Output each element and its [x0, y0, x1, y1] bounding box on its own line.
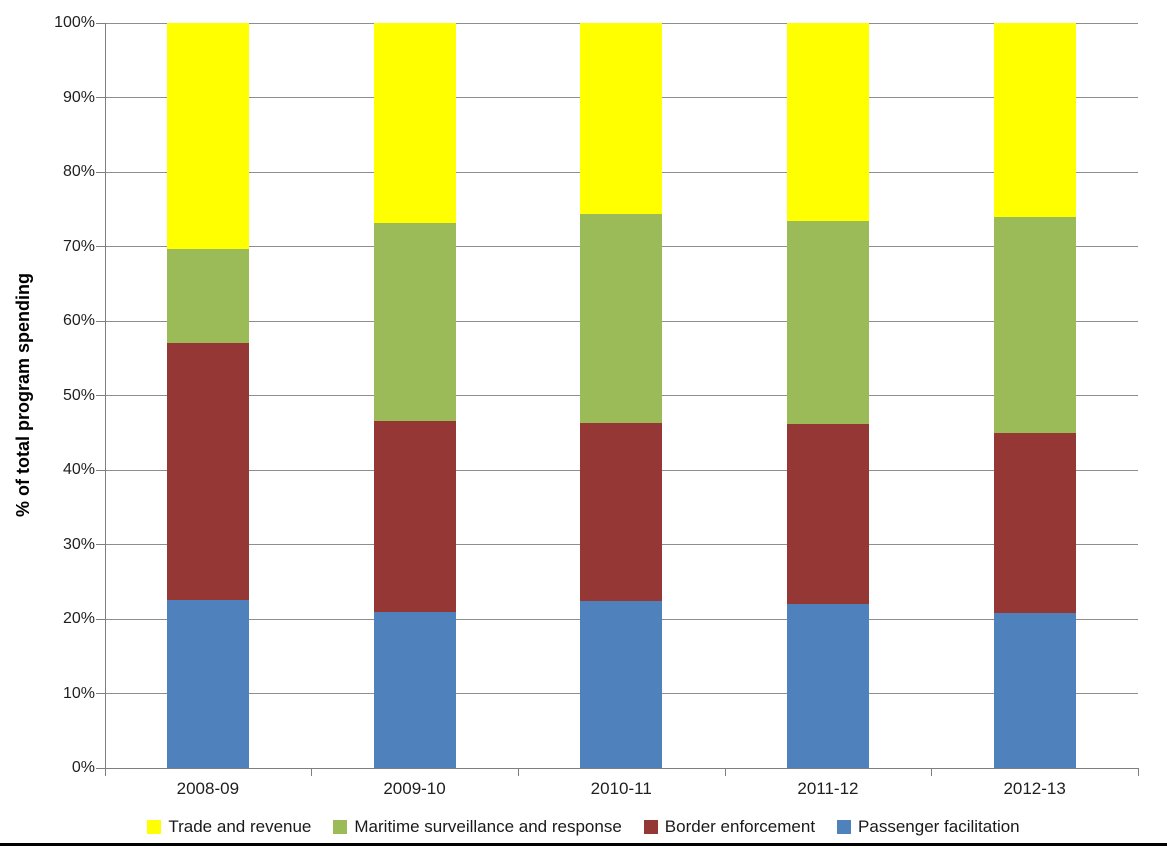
y-axis-tick	[95, 618, 105, 620]
y-axis-tick	[95, 767, 105, 769]
bar-2008-09-maritime-surveillance-and-response	[166, 248, 249, 344]
bar-2012-13-border-enforcement	[993, 432, 1076, 614]
x-tick-label: 2009-10	[383, 779, 446, 798]
y-tick-label: 40%	[62, 461, 95, 478]
bar-2010-11-trade-and-revenue	[580, 23, 663, 215]
y-axis-tick	[95, 469, 105, 471]
legend-item-maritime-surveillance-and-response: Maritime surveillance and response	[333, 817, 622, 837]
bar-2011-12-maritime-surveillance-and-response	[786, 221, 869, 424]
bar-2008-09-trade-and-revenue	[166, 23, 249, 249]
y-axis-tick	[95, 693, 105, 694]
y-tick-label: 80%	[62, 163, 95, 180]
x-tick-label: 2011-12	[797, 779, 859, 798]
y-axis-tick	[95, 544, 105, 545]
legend-item-border-enforcement: Border enforcement	[643, 817, 816, 837]
bar-2012-13-passenger-facilitation	[993, 613, 1076, 768]
bottom-border-rule	[0, 843, 1167, 846]
bar-2008-09-border-enforcement	[166, 343, 249, 601]
legend-item-trade-and-revenue: Trade and revenue	[147, 817, 311, 837]
legend-label: Passenger facilitation	[858, 817, 1020, 836]
x-tick-label: 2012-13	[1003, 779, 1066, 798]
bar-2010-11-maritime-surveillance-and-response	[580, 214, 663, 424]
x-axis-tick	[104, 768, 106, 776]
y-axis-line	[104, 23, 106, 776]
x-axis-tick	[724, 768, 726, 776]
y-axis-tick	[95, 22, 105, 24]
x-tick-label: 2010-11	[590, 779, 652, 798]
y-tick-label: 90%	[62, 88, 95, 106]
y-tick-label: 50%	[62, 386, 95, 404]
x-tick-label: 2008-09	[176, 779, 240, 798]
bar-2011-12-border-enforcement	[786, 423, 869, 605]
bar-2010-11-passenger-facilitation	[580, 601, 663, 768]
y-tick-label: 10%	[62, 684, 95, 702]
y-tick-label: 0%	[71, 759, 95, 776]
y-tick-label: 30%	[62, 535, 95, 553]
x-axis-tick	[311, 768, 313, 776]
legend-item-passenger-facilitation: Passenger facilitation	[837, 817, 1020, 837]
legend-label: Maritime surveillance and response	[354, 817, 622, 836]
x-axis-tick	[517, 768, 519, 776]
x-axis-tick	[931, 768, 933, 776]
legend-swatch-icon	[643, 820, 658, 834]
x-axis-tick	[1138, 768, 1139, 776]
legend-swatch-icon	[147, 820, 162, 834]
bar-2008-09-passenger-facilitation	[166, 600, 249, 768]
y-tick-label: 20%	[62, 610, 95, 627]
legend-label: Trade and revenue	[168, 817, 312, 836]
bar-2011-12-trade-and-revenue	[786, 23, 869, 222]
bar-2009-10-maritime-surveillance-and-response	[373, 222, 456, 421]
bar-2011-12-passenger-facilitation	[786, 604, 869, 768]
bar-2009-10-passenger-facilitation	[373, 611, 456, 768]
bar-2012-13-trade-and-revenue	[993, 23, 1076, 217]
legend-swatch-icon	[837, 820, 852, 834]
bar-2009-10-trade-and-revenue	[373, 23, 456, 223]
y-axis-tick	[95, 171, 105, 173]
y-axis-tick	[95, 246, 105, 247]
y-axis-tick	[95, 320, 105, 322]
bar-2009-10-border-enforcement	[373, 420, 456, 612]
legend-label: Border enforcement	[664, 817, 816, 836]
legend-swatch-icon	[333, 820, 348, 834]
y-tick-label: 70%	[62, 237, 95, 255]
y-axis-tick	[95, 395, 105, 396]
y-axis-tick	[95, 97, 105, 98]
legend: Trade and revenue Maritime surveillance a…	[0, 817, 1167, 837]
y-tick-label: 60%	[62, 312, 95, 329]
bar-2012-13-maritime-surveillance-and-response	[993, 216, 1076, 433]
y-tick-label: 100%	[54, 14, 95, 31]
bar-2010-11-border-enforcement	[580, 423, 663, 602]
x-axis-line	[104, 767, 1138, 769]
